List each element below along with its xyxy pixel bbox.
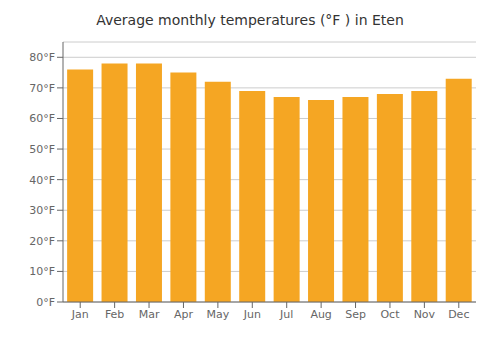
svg-text:Mar: Mar	[139, 308, 160, 321]
svg-text:60°F: 60°F	[29, 112, 55, 125]
html-text:Average monthly temperatures (: Average monthly temperatures (°F ) in Et…	[96, 12, 404, 28]
svg-text:Aug: Aug	[310, 308, 331, 321]
svg-text:Jul: Jul	[279, 308, 293, 321]
svg-text:70°F: 70°F	[29, 82, 55, 95]
svg-text:Apr: Apr	[174, 308, 194, 321]
svg-text:80°F: 80°F	[29, 51, 55, 64]
svg-text:Jan: Jan	[71, 308, 89, 321]
svg-text:May: May	[207, 308, 230, 321]
svg-text:Jun: Jun	[243, 308, 261, 321]
svg-text:Oct: Oct	[380, 308, 400, 321]
svg-text:40°F: 40°F	[29, 174, 55, 187]
svg-text:Nov: Nov	[414, 308, 436, 321]
svg-text:10°F: 10°F	[29, 265, 55, 278]
svg-text:Dec: Dec	[448, 308, 469, 321]
svg-text:Feb: Feb	[105, 308, 124, 321]
svg-text:30°F: 30°F	[29, 204, 55, 217]
svg-text:0°F: 0°F	[36, 296, 55, 309]
svg-text:50°F: 50°F	[29, 143, 55, 156]
svg-text:Sep: Sep	[345, 308, 366, 321]
svg-text:20°F: 20°F	[29, 235, 55, 248]
